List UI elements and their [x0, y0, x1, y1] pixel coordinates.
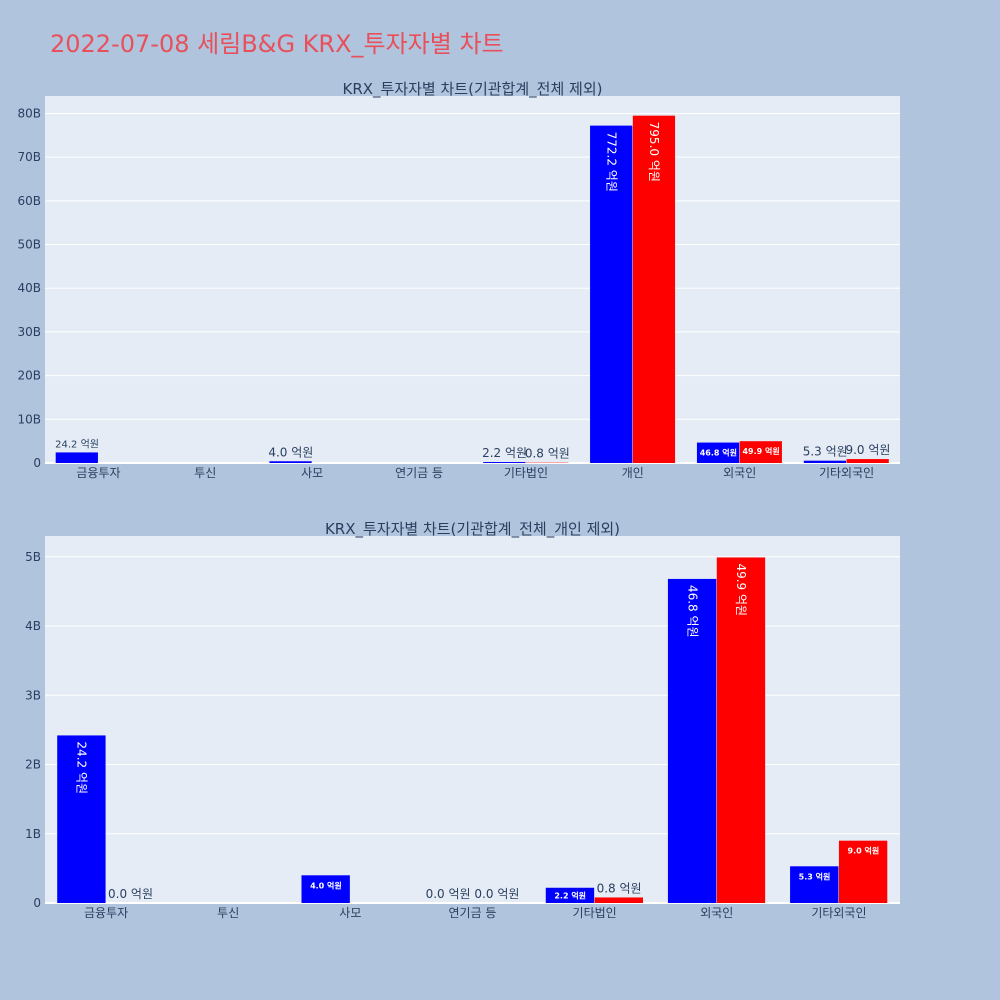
chart-top: KRX_투자자별 차트(기관합계_전체 제외) 0 10B 20B 30B 40B 50B 6…: [17, 80, 900, 480]
x-tick-label: 기타외국인: [819, 466, 874, 480]
bar: [838, 840, 888, 903]
bar: [846, 459, 889, 463]
data-label: 4.0 억원: [268, 445, 313, 459]
y-tick-label: 0: [33, 456, 41, 470]
y-tick-label: 3B: [25, 688, 41, 702]
x-tick-label: 금융투자: [84, 906, 128, 920]
data-label: 46.8 억원: [685, 585, 699, 638]
y-tick-label: 30B: [17, 325, 41, 339]
x-tick-label: 기타법인: [504, 466, 548, 480]
bar: [57, 735, 106, 903]
bar: [790, 866, 839, 903]
bar: [739, 441, 782, 463]
data-label: 2.2 억원: [482, 446, 527, 460]
bar: [590, 125, 633, 464]
data-label: 9.0 억원: [848, 846, 880, 856]
x-tick-label: 사모: [339, 906, 361, 920]
data-label: 0.0 억원: [108, 887, 153, 901]
x-tick-label: 사모: [301, 466, 323, 480]
data-label: 2.2 억원: [554, 890, 586, 900]
x-tick-label: 외국인: [700, 906, 733, 920]
x-tick-label: 연기금 등: [395, 466, 443, 480]
x-tick-label: 기타법인: [573, 906, 617, 920]
bar: [803, 460, 847, 463]
data-label: 24.2 억원: [75, 741, 89, 794]
y-tick-label: 10B: [17, 412, 41, 426]
data-label: 5.3 억원: [799, 871, 831, 881]
chart-title: KRX_투자자별 차트(기관합계_전체_개인 제외): [325, 520, 620, 539]
x-tick-label: 외국인: [723, 466, 756, 480]
y-tick-label: 80B: [17, 106, 41, 120]
data-label: 49.9 억원: [742, 446, 779, 456]
x-tick-label: 기타외국인: [811, 906, 866, 920]
y-tick-label: 20B: [17, 369, 41, 383]
x-tick-label: 투신: [217, 906, 239, 920]
bar: [594, 897, 643, 903]
bar: [545, 887, 595, 903]
x-tick-label: 개인: [622, 466, 644, 480]
data-label: 5.3 억원: [803, 445, 848, 459]
data-label: 46.8 억원: [700, 448, 737, 458]
data-label: 0.8 억원: [597, 881, 642, 895]
bar: [696, 442, 740, 463]
y-tick-label: 5B: [25, 550, 41, 564]
bar: [301, 875, 350, 903]
bar: [716, 557, 766, 903]
y-tick-label: 2B: [25, 758, 41, 772]
data-label: 9.0 억원: [845, 443, 890, 457]
data-label: 0.0 억원: [474, 887, 519, 901]
y-tick-label: 0: [33, 896, 41, 910]
y-tick-label: 50B: [17, 238, 41, 252]
y-tick-label: 1B: [25, 827, 41, 841]
x-tick-label: 연기금 등: [449, 906, 497, 920]
y-tick-label: 40B: [17, 281, 41, 295]
data-label: 49.9 억원: [734, 563, 748, 616]
x-tick-label: 금융투자: [76, 466, 120, 480]
data-label: 795.0 억원: [647, 122, 661, 182]
bar: [55, 452, 98, 463]
data-label: 24.2 억원: [55, 438, 99, 450]
plot-area: [45, 536, 900, 903]
y-tick-label: 70B: [17, 150, 41, 164]
x-tick-label: 투신: [194, 466, 216, 480]
chart-title: KRX_투자자별 차트(기관합계_전체 제외): [343, 80, 603, 99]
y-tick-label: 60B: [17, 194, 41, 208]
bar: [632, 115, 676, 464]
bar: [483, 462, 526, 463]
bar: [269, 461, 312, 463]
data-label: 4.0 억원: [310, 880, 342, 890]
data-label: 0.0 억원: [426, 887, 471, 901]
page-title: 2022-07-08 세림B&G KRX_투자자별 차트: [50, 30, 504, 58]
data-label: 0.8 억원: [525, 447, 570, 461]
bar: [667, 578, 717, 903]
y-tick-label: 4B: [25, 619, 41, 633]
data-label: 772.2 억원: [604, 132, 618, 192]
